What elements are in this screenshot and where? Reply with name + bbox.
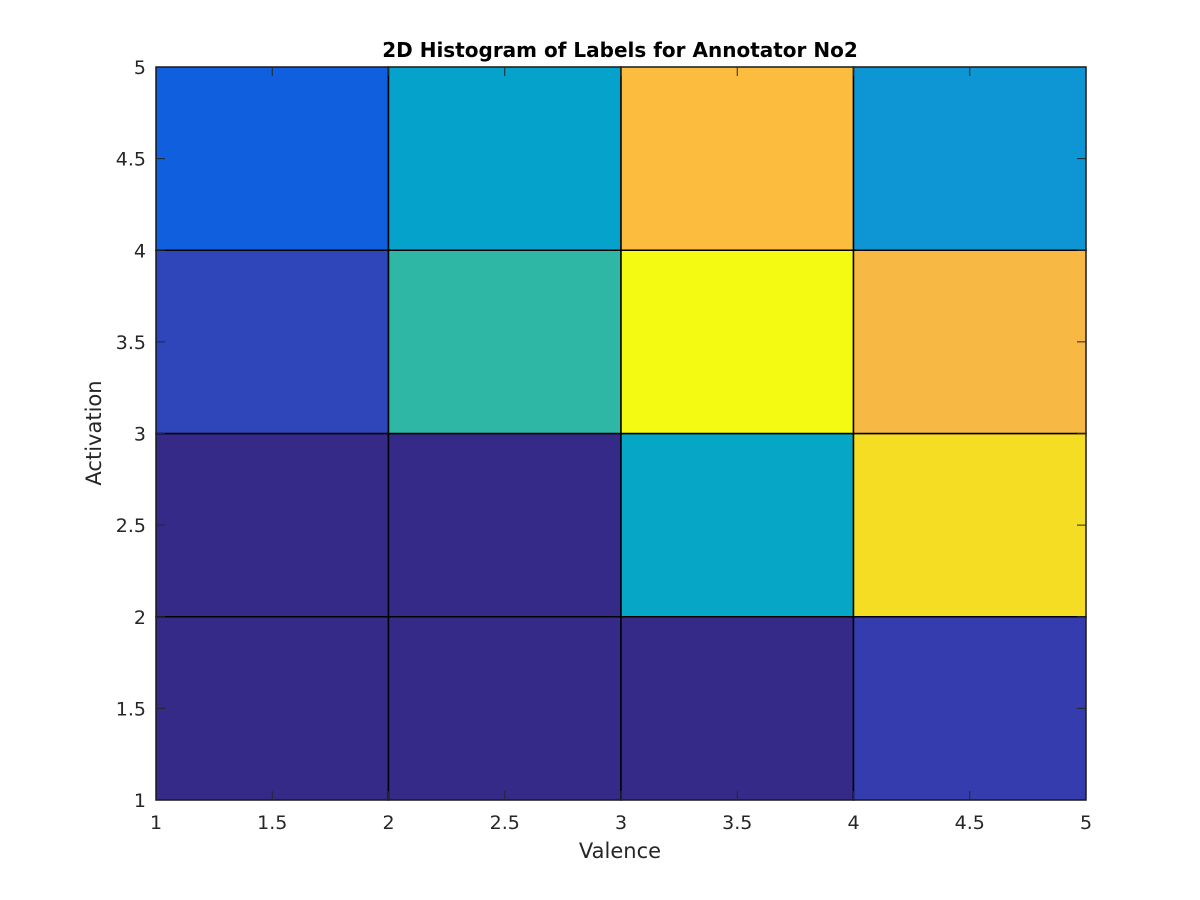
histogram-cell (852, 249, 1087, 435)
axis-ticks: 1 1.5 2 2.5 3 3.5 4 4.5 5 1 1.5 2 2.5 3 3.5 4 4.5 5 (116, 57, 1092, 834)
histogram-cell (620, 616, 855, 801)
histogram-cell (387, 616, 622, 801)
histogram-cell (852, 66, 1087, 251)
histogram-cell (620, 432, 855, 618)
y-tick-label: 5 (134, 57, 146, 79)
y-tick-label: 3 (134, 424, 146, 446)
x-tick-label: 4.5 (955, 812, 985, 834)
x-tick-label: 3 (615, 812, 627, 834)
histogram-cell (387, 432, 622, 618)
y-tick-label: 2 (134, 607, 146, 629)
histogram-cell (620, 249, 855, 435)
y-tick-label: 1 (134, 790, 146, 812)
x-tick-label: 4 (847, 812, 859, 834)
x-tick-label: 2.5 (490, 812, 520, 834)
y-tick-label: 2.5 (116, 515, 146, 537)
y-tick-label: 4 (134, 240, 146, 262)
y-axis-label: Activation (82, 380, 106, 485)
y-tick-label: 3.5 (116, 332, 146, 354)
histogram-cell (155, 616, 390, 801)
histogram-cells (155, 66, 1087, 801)
histogram-cell (155, 432, 390, 618)
histogram-cell (155, 249, 390, 435)
chart-title: 2D Histogram of Labels for Annotator No2 (382, 38, 858, 62)
y-tick-label: 4.5 (116, 149, 146, 171)
histogram-cell (620, 66, 855, 251)
x-tick-label: 1.5 (257, 812, 287, 834)
histogram-cell (387, 66, 622, 251)
histogram-cell (852, 432, 1087, 618)
histogram-cell (155, 66, 390, 251)
histogram-cell (387, 249, 622, 435)
x-axis-label: Valence (579, 839, 661, 863)
x-tick-label: 5 (1080, 812, 1092, 834)
y-tick-label: 1.5 (116, 698, 146, 720)
x-tick-label: 2 (382, 812, 394, 834)
histogram-cell (852, 616, 1087, 801)
x-tick-label: 1 (150, 812, 162, 834)
x-tick-label: 3.5 (722, 812, 752, 834)
